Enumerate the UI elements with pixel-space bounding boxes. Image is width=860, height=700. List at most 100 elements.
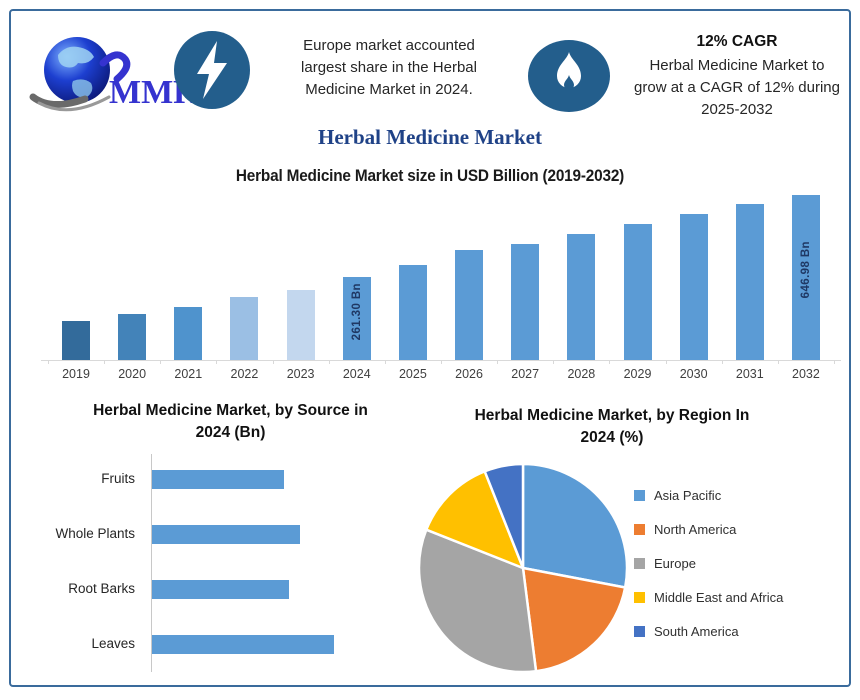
x-axis-tick bbox=[665, 360, 667, 364]
x-axis-label-2021: 2021 bbox=[174, 367, 203, 381]
source-category-label-root-barks: Root Barks bbox=[68, 581, 135, 596]
x-axis-label-2031: 2031 bbox=[735, 367, 764, 381]
x-axis-tick bbox=[497, 360, 499, 364]
bar-2020 bbox=[118, 314, 147, 360]
x-axis-tick bbox=[440, 360, 442, 364]
legend-swatch-icon bbox=[634, 489, 645, 501]
x-axis-label-2025: 2025 bbox=[398, 367, 427, 381]
market-size-chart-title: Herbal Medicine Market size in USD Billi… bbox=[235, 167, 625, 185]
logo-swoosh bbox=[99, 51, 131, 83]
bar-2031 bbox=[735, 204, 764, 360]
x-axis-label-2023: 2023 bbox=[286, 367, 315, 381]
highlight-right-block: 12% CAGR Herbal Medicine Market to grow … bbox=[609, 33, 860, 121]
x-axis-label-2028: 2028 bbox=[567, 367, 596, 381]
source-bar-leaves bbox=[152, 635, 334, 654]
highlight-left-text: Europe market accounted largest share in… bbox=[263, 35, 515, 101]
bar-value-label-2024: 261.30 Bn bbox=[350, 283, 363, 341]
source-title-line1: Herbal Medicine Market, by Source in bbox=[93, 402, 368, 419]
source-chart-axis bbox=[151, 454, 152, 672]
source-bar-chart: Herbal Medicine Market, by Source in 202… bbox=[33, 400, 428, 685]
x-axis-tick bbox=[104, 360, 106, 364]
legend-label: South America bbox=[654, 623, 739, 639]
bar-2030 bbox=[679, 214, 708, 360]
x-axis-label-2022: 2022 bbox=[230, 367, 259, 381]
bar-2026 bbox=[455, 250, 484, 360]
pie-slice-europe bbox=[417, 528, 538, 674]
x-axis-tick bbox=[272, 360, 274, 364]
x-axis-tick bbox=[328, 360, 330, 364]
x-axis-tick bbox=[553, 360, 555, 364]
pie-slice-south-america bbox=[483, 462, 525, 570]
legend-label: North America bbox=[654, 521, 737, 537]
region-pie-legend: Asia Pacific North America Europe Middle Ea… bbox=[634, 478, 844, 650]
x-axis-label-2019: 2019 bbox=[62, 367, 90, 381]
source-title-line2: 2024 (Bn) bbox=[195, 424, 266, 441]
cagr-line3: 2025-2032 bbox=[701, 101, 773, 118]
x-axis-label-2032: 2032 bbox=[792, 367, 820, 381]
highlight-left-line2: largest share in the Herbal bbox=[301, 59, 477, 76]
region-pie-chart bbox=[417, 462, 629, 674]
cagr-line1: Herbal Medicine Market to bbox=[649, 57, 825, 74]
legend-swatch-icon bbox=[634, 557, 645, 569]
bar-2028 bbox=[567, 234, 596, 360]
x-axis-label-2024: 2024 bbox=[342, 367, 371, 381]
legend-swatch-icon bbox=[634, 591, 645, 603]
bar-2024: 261.30 Bn bbox=[342, 277, 371, 360]
x-axis-tick bbox=[609, 360, 611, 364]
legend-swatch-icon bbox=[634, 625, 645, 637]
x-axis-label-2020: 2020 bbox=[118, 367, 147, 381]
source-bar-root-barks bbox=[152, 580, 289, 599]
market-size-bar-chart: 2019 2020 2021 2022 2023 261.30 Bn 2024 2025 202… bbox=[41, 171, 841, 381]
x-axis-tick bbox=[160, 360, 162, 364]
x-axis-tick bbox=[384, 360, 386, 364]
pie-slice-north-america bbox=[521, 566, 627, 673]
source-bar-whole-plants bbox=[152, 525, 300, 544]
source-category-label-leaves: Leaves bbox=[91, 636, 135, 651]
x-axis-tick bbox=[777, 360, 779, 364]
highlight-left-line1: Europe market accounted bbox=[303, 37, 475, 54]
x-axis-tick bbox=[834, 360, 836, 364]
bar-2022 bbox=[230, 297, 259, 360]
legend-label: Europe bbox=[654, 555, 696, 571]
lightning-icon bbox=[174, 31, 250, 109]
highlight-left-line3: Medicine Market in 2024. bbox=[305, 81, 473, 98]
bar-2021 bbox=[174, 307, 203, 360]
source-bar-fruits bbox=[152, 470, 284, 489]
bar-value-label-2032: 646.98 Bn bbox=[799, 241, 812, 299]
region-title-line1: Herbal Medicine Market, by Region In bbox=[474, 407, 750, 424]
x-axis-label-2030: 2030 bbox=[679, 367, 708, 381]
x-axis-label-2029: 2029 bbox=[623, 367, 652, 381]
legend-item-europe: Europe bbox=[634, 546, 696, 580]
globe-icon bbox=[29, 37, 111, 112]
x-axis-label-2026: 2026 bbox=[455, 367, 483, 381]
bar-2023 bbox=[286, 290, 315, 360]
source-category-label-whole-plants: Whole Plants bbox=[55, 526, 135, 541]
legend-item-middle-east-and-africa: Middle East and Africa bbox=[634, 580, 783, 614]
bar-2027 bbox=[511, 244, 540, 360]
infographic-frame: MMR Europe market accounted largest shar… bbox=[9, 9, 851, 687]
legend-item-asia-pacific: Asia Pacific bbox=[634, 478, 721, 512]
pie-slice-middle-east-and-africa bbox=[425, 470, 525, 570]
mmr-logo: MMR bbox=[29, 37, 195, 112]
page-title: Herbal Medicine Market bbox=[318, 125, 542, 149]
cagr-heading: 12% CAGR bbox=[696, 33, 778, 50]
region-title-line2: 2024 (%) bbox=[580, 429, 644, 446]
x-axis-tick bbox=[47, 360, 49, 364]
legend-label: Asia Pacific bbox=[654, 487, 722, 503]
bar-2032: 646.98 Bn bbox=[791, 195, 820, 360]
pie-slice-asia-pacific bbox=[521, 462, 629, 589]
bar-2029 bbox=[623, 224, 652, 360]
legend-item-north-america: North America bbox=[634, 512, 736, 546]
x-axis-tick bbox=[721, 360, 723, 364]
region-chart-title: Herbal Medicine Market, by Region In 202… bbox=[432, 405, 792, 449]
source-chart-title: Herbal Medicine Market, by Source in 202… bbox=[33, 400, 428, 444]
legend-label: Middle East and Africa bbox=[654, 589, 784, 605]
x-axis-tick bbox=[216, 360, 218, 364]
cagr-line2: grow at a CAGR of 12% during bbox=[634, 79, 840, 96]
bar-2025 bbox=[398, 265, 427, 360]
source-category-label-fruits: Fruits bbox=[101, 471, 135, 486]
flame-icon bbox=[528, 40, 610, 112]
legend-item-south-america: South America bbox=[634, 614, 739, 648]
x-axis-label-2027: 2027 bbox=[511, 367, 540, 381]
legend-swatch-icon bbox=[634, 523, 645, 535]
